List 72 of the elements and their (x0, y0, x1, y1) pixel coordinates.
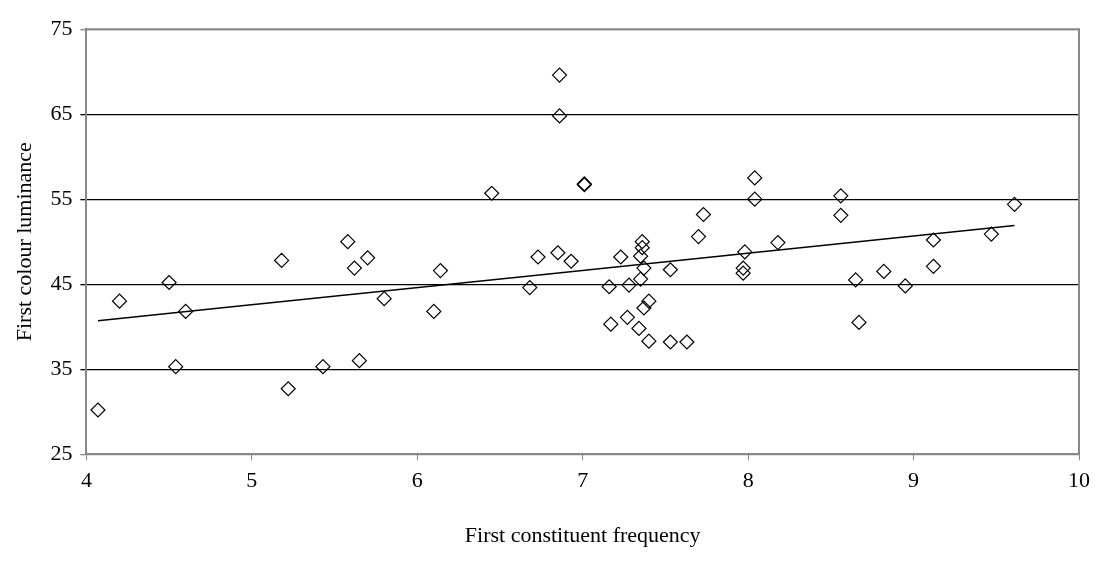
point (168, 359, 184, 375)
point (833, 207, 849, 223)
point (851, 314, 867, 331)
x-tick-label: 10 (1068, 467, 1090, 493)
point (747, 191, 763, 207)
x-tick-label: 8 (742, 467, 754, 493)
point (641, 293, 657, 309)
point (662, 334, 678, 350)
x-axis-title: First constituent frequency (464, 521, 701, 547)
point (280, 381, 296, 397)
point (619, 309, 635, 325)
point (925, 258, 942, 274)
point (563, 253, 579, 269)
point (747, 170, 763, 186)
y-tick-label: 55 (50, 184, 73, 210)
point (111, 293, 128, 309)
point (690, 229, 707, 245)
point (641, 333, 657, 349)
point (634, 234, 650, 250)
point (737, 244, 753, 260)
point (426, 303, 442, 319)
point (848, 272, 864, 288)
point (613, 249, 629, 265)
x-tick-label: 9 (908, 467, 920, 493)
point (550, 245, 566, 261)
point (178, 303, 194, 319)
point (636, 300, 652, 316)
point (633, 248, 649, 264)
point (876, 263, 892, 280)
point (484, 185, 500, 201)
y-tick-label: 75 (50, 14, 73, 40)
y-tick-label: 35 (50, 354, 73, 380)
point (631, 320, 647, 336)
point (90, 402, 106, 418)
point (603, 316, 619, 332)
point (1006, 196, 1023, 212)
point (530, 249, 546, 265)
y-axis-title: First colour luminance (10, 142, 36, 342)
point (662, 262, 678, 278)
point (601, 279, 617, 295)
point (621, 277, 637, 293)
point (679, 334, 695, 350)
y-tick-label: 45 (50, 269, 73, 295)
point (161, 274, 177, 291)
x-tick-label: 4 (80, 467, 92, 493)
point (695, 206, 712, 223)
point (432, 263, 449, 279)
point (551, 108, 568, 124)
x-tick-label: 5 (246, 467, 258, 493)
x-tick-label: 7 (577, 467, 589, 493)
point (346, 260, 362, 276)
point (360, 250, 376, 266)
point (897, 278, 913, 294)
y-tick-label: 25 (50, 439, 73, 465)
point (735, 260, 751, 276)
point (340, 234, 356, 250)
point (351, 353, 367, 369)
point (636, 260, 652, 276)
point (376, 291, 392, 307)
point (983, 226, 999, 242)
point (770, 234, 786, 251)
point (925, 232, 942, 248)
point (522, 280, 538, 296)
x-tick-label: 6 (411, 467, 423, 493)
point (633, 271, 649, 287)
point (551, 67, 568, 83)
point (735, 265, 751, 281)
point (274, 252, 290, 268)
point (833, 188, 849, 204)
point (634, 240, 650, 256)
point (315, 359, 331, 375)
y-tick-label: 65 (50, 99, 73, 125)
